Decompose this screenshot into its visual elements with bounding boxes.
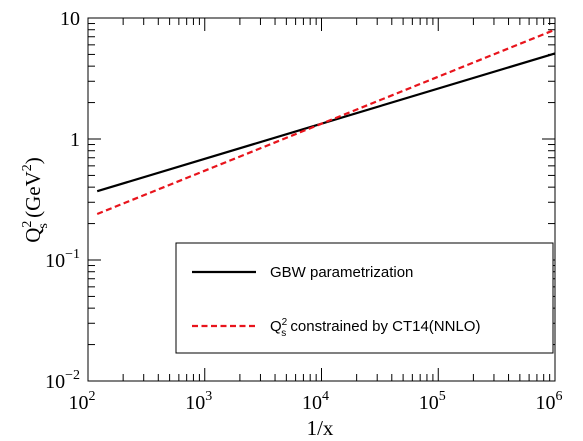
legend: GBW parametrization Q2 s constrained by C… (175, 242, 554, 354)
y-tick-label: 10−1 (45, 247, 80, 272)
x-tick-label: 105 (419, 389, 446, 414)
y-axis-title-unit-open: (GeV (21, 171, 45, 223)
legend-label-ct14-sup: 2 (282, 317, 288, 328)
legend-label-ct14-rest: constrained by CT14(NNLO) (286, 318, 480, 335)
series-line-gbw (96, 52, 556, 193)
legend-box (175, 242, 554, 354)
x-tick-label: 103 (185, 389, 212, 414)
x-tick-label: 102 (69, 389, 96, 414)
x-tick-label: 104 (302, 389, 329, 414)
y-tick-label: 1 (70, 129, 80, 151)
x-axis-title: 1/x (307, 416, 334, 440)
y-axis-title-sub: s (36, 223, 51, 228)
y-axis-title-base: Q (21, 228, 45, 243)
y-axis-title-unit-close: ) (21, 157, 45, 164)
legend-label-ct14: Q2 s constrained by CT14(NNLO) (270, 317, 480, 339)
legend-label-ct14-base: Q (270, 318, 282, 335)
series-lines (96, 28, 556, 216)
y-axis-title: Q2s (GeV2) (20, 157, 51, 243)
legend-label-ct14-sub: s (281, 328, 286, 339)
tick-labels: 102 103 104 105 106 10−2 10−1 1 10 (45, 8, 562, 414)
legend-label-gbw: GBW parametrization (270, 264, 413, 281)
y-axis-title-sup: 2 (20, 221, 35, 228)
y-tick-label: 10 (60, 8, 80, 30)
series-line-ct14 (96, 28, 556, 216)
y-axis-title-unit-sup: 2 (20, 164, 35, 171)
x-tick-label: 106 (536, 389, 563, 414)
y-tick-label: 10−2 (45, 368, 80, 393)
